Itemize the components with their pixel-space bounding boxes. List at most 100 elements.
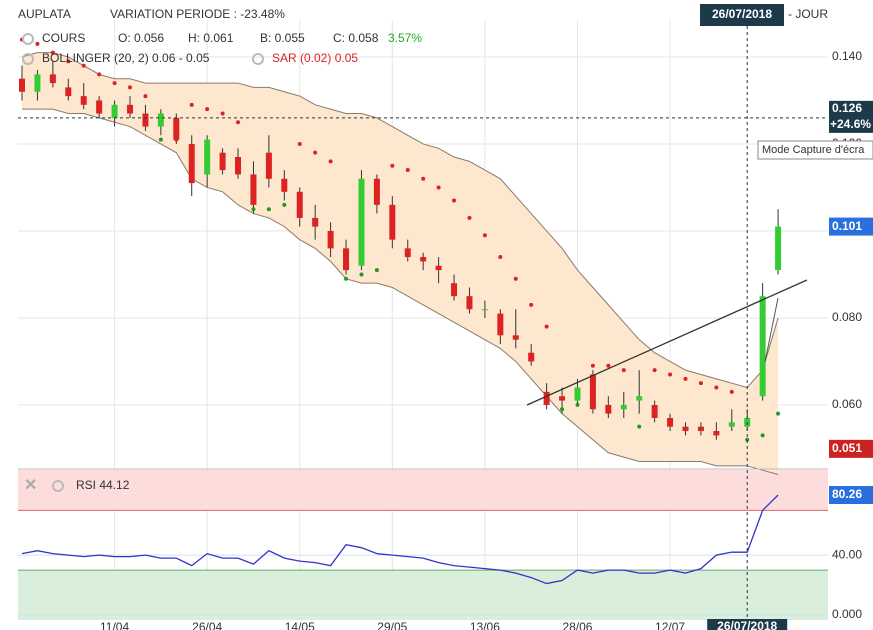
rsi-legend: RSI 44.12: [76, 478, 130, 492]
candle-body: [420, 257, 427, 262]
settings-icon[interactable]: [22, 33, 34, 45]
settings-icon[interactable]: [22, 53, 34, 65]
trend-line[interactable]: [764, 297, 779, 363]
sar-dot: [205, 107, 210, 112]
candle-body: [481, 309, 488, 311]
bollinger-legend: BOLLINGER (20, 2) 0.06 - 0.05: [42, 51, 210, 65]
x-tick-label: 12/07: [655, 620, 685, 630]
last-price-box: [829, 217, 873, 236]
candle-body: [142, 113, 149, 127]
sar-dot: [313, 150, 318, 155]
sar-dot: [513, 276, 518, 281]
candle-body: [173, 117, 180, 140]
sar-dot: [50, 50, 55, 55]
sar-dot: [97, 72, 102, 77]
x-tick-label: 26/04: [192, 620, 222, 630]
candle-body: [435, 265, 442, 271]
sar-dot: [745, 437, 750, 442]
candle-body: [111, 104, 118, 118]
candle-body: [250, 174, 257, 205]
candle-body: [466, 296, 473, 310]
sar-dot: [529, 302, 534, 307]
sar-dot: [35, 41, 40, 46]
sar-dot: [560, 407, 565, 412]
candle-body: [389, 204, 396, 240]
candle-body: [265, 152, 272, 179]
candle-body: [667, 417, 674, 427]
last-price: 0.101: [832, 219, 862, 233]
sar-dot: [575, 402, 580, 407]
x-tick-label: 14/05: [285, 620, 315, 630]
candle-body: [343, 248, 350, 271]
sar-dot: [714, 385, 719, 390]
candle-body: [759, 296, 766, 397]
sar-dot: [698, 381, 703, 386]
x-tick-label: 29/05: [377, 620, 407, 630]
quote-high: H: 0.061: [188, 31, 234, 45]
candle-body: [188, 143, 195, 184]
candle-body: [512, 335, 519, 340]
candle-body: [528, 352, 535, 362]
sar-dot: [776, 411, 781, 416]
y-tick-label: 0.060: [832, 397, 862, 411]
candle-body: [589, 374, 596, 410]
sar-dot: [174, 137, 179, 142]
trend-line[interactable]: [526, 279, 808, 406]
quote-change: 3.57%: [388, 31, 422, 45]
candle-body: [19, 78, 25, 92]
rsi-line: [21, 494, 779, 585]
close-icon[interactable]: ✕: [24, 477, 37, 494]
rsi-oversold-zone: [18, 570, 828, 620]
sar-dot: [544, 324, 549, 329]
candle-body: [358, 178, 365, 266]
x-tick-label: 11/04: [100, 620, 129, 630]
subtitle: VARIATION PERIODE : -23.48%: [110, 7, 285, 21]
low-label: 0.051: [832, 441, 862, 455]
band-fill: [22, 52, 779, 475]
low-label-box: [829, 439, 873, 458]
settings-icon[interactable]: [252, 53, 264, 65]
candle-body: [697, 426, 704, 432]
settings-icon[interactable]: [52, 480, 64, 492]
candle-body: [312, 217, 319, 227]
bollinger-lower: [22, 108, 779, 476]
sar-dot: [359, 272, 364, 277]
tooltip: Mode Capture d'écra: [762, 144, 865, 156]
candle-body: [651, 404, 658, 418]
sar-dot: [498, 255, 503, 260]
candle-body: [204, 139, 211, 175]
candle-body: [682, 426, 689, 432]
sar-dot: [621, 368, 626, 373]
rsi-last-box: [829, 486, 873, 505]
candle-body: [127, 104, 134, 114]
header-date: 26/07/2018: [712, 7, 772, 21]
candle-body: [49, 74, 56, 84]
sar-legend: SAR (0.02) 0.05: [272, 51, 358, 65]
cursor-price: 0.126: [832, 101, 862, 115]
candle-body: [373, 178, 380, 205]
candle-body: [235, 157, 242, 175]
candle-body: [574, 387, 581, 401]
date-box: [707, 619, 788, 630]
rsi-overbought-zone: [18, 470, 828, 511]
y-tick-label: 0.000: [832, 607, 862, 621]
cursor-change: +24.6%: [830, 117, 871, 131]
y-tick-label: 0.140: [832, 49, 862, 63]
sar-dot: [374, 268, 379, 273]
sar-dot: [66, 59, 71, 64]
candle-body: [327, 230, 334, 249]
candle-body: [605, 404, 612, 414]
candle-body: [451, 283, 458, 297]
sar-dot: [467, 215, 472, 220]
sar-dot: [668, 372, 673, 377]
sar-dot: [282, 202, 287, 207]
candle-body: [713, 431, 720, 436]
sar-dot: [251, 207, 256, 212]
candle-body: [281, 178, 288, 192]
tooltip-box: [757, 140, 873, 160]
sar-dot: [683, 376, 688, 381]
date-box: [700, 4, 784, 26]
sar-dot: [421, 176, 426, 181]
candle-body: [296, 191, 303, 218]
